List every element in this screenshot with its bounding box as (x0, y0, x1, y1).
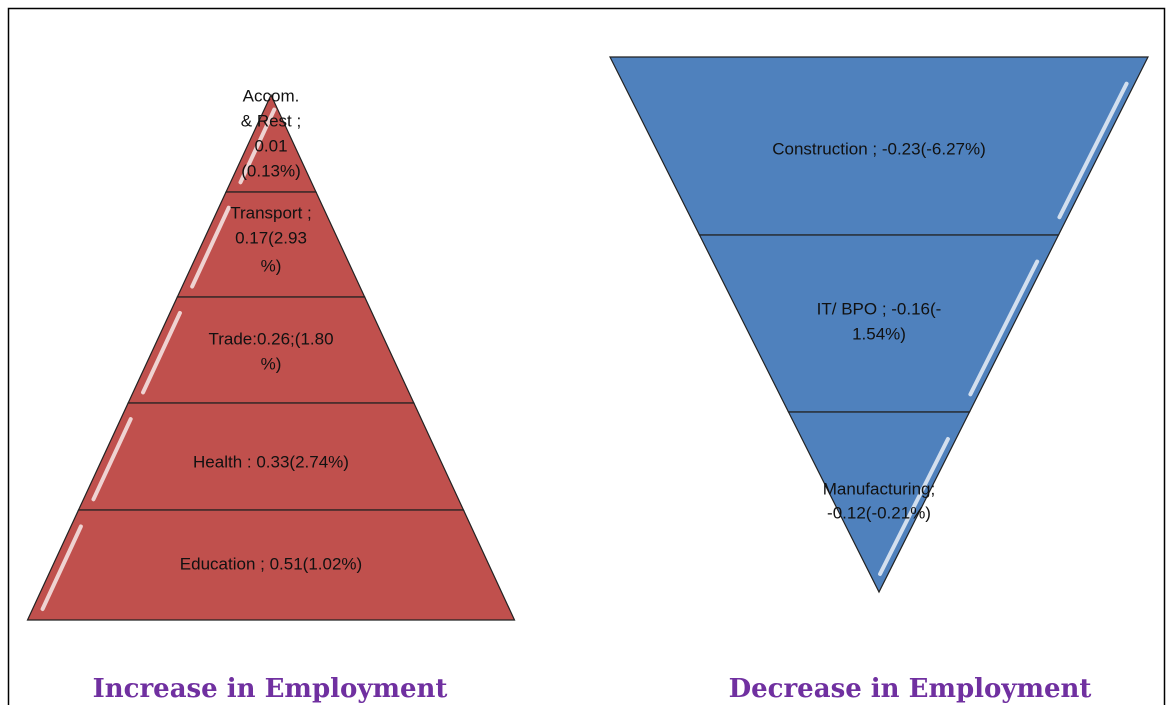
segment-label: IT/ BPO ; -0.16(- (817, 299, 942, 318)
segment-label: (0.13%) (241, 161, 301, 180)
segment-label: Trade:0.26;(1.80 (208, 329, 333, 348)
segment-label: Construction ; -0.23(-6.27%) (772, 139, 986, 158)
highlight (968, 259, 1040, 397)
segment-label: Manufacturing; (823, 479, 935, 498)
segment (787, 411, 971, 594)
segment (127, 296, 415, 404)
segment (26, 509, 516, 621)
highlight (1057, 81, 1129, 220)
title: Decrease in Employment (729, 674, 1092, 704)
highlight (141, 310, 182, 395)
segment-label: Health : 0.33(2.74%) (193, 452, 349, 471)
segment-label: Transport ; (230, 203, 312, 222)
highlight (40, 524, 83, 611)
segment-label: 0.17(2.93 (235, 228, 307, 247)
segment-label: Accom. (243, 86, 300, 105)
segment-label: %) (261, 354, 282, 373)
frame (7, 7, 1166, 705)
highlight (190, 205, 231, 289)
highlight (238, 107, 277, 185)
segment-label: 1.54%) (852, 324, 906, 343)
segment-label: -0.12(-0.21%) (827, 503, 931, 522)
segment-label: & Rest ; (241, 111, 301, 130)
segment-label: %) (261, 256, 282, 275)
highlight (878, 437, 950, 576)
segment-label: 0.01 (254, 136, 287, 155)
highlight (91, 417, 133, 502)
title: Increase in Employment (93, 674, 448, 704)
segment-label: Education ; 0.51(1.02%) (180, 554, 362, 573)
